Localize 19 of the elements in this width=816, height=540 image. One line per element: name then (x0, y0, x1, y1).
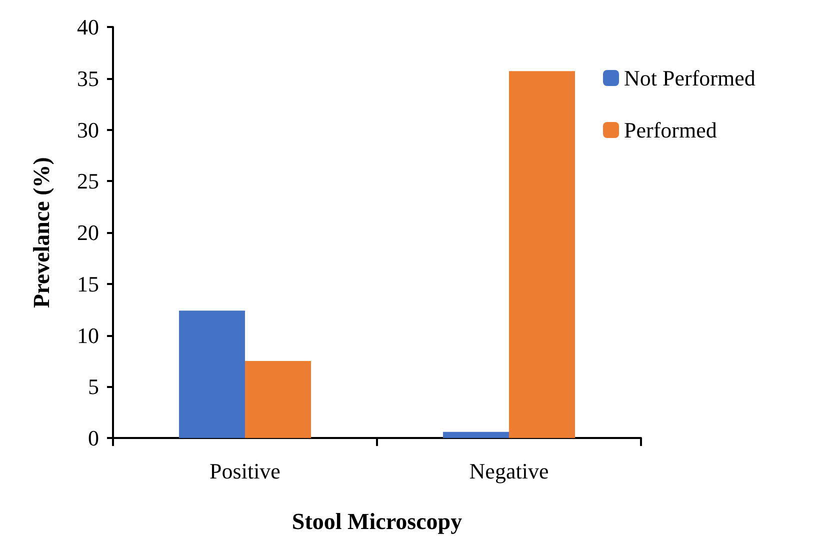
bar (443, 432, 509, 438)
y-tick-label: 40 (77, 14, 99, 40)
y-tick-label: 20 (77, 220, 99, 245)
y-tick-label: 10 (77, 322, 99, 348)
y-tick-label: 15 (77, 271, 99, 296)
y-tick-label: 5 (88, 374, 99, 400)
bar (179, 310, 245, 438)
y-tick-label: 25 (77, 168, 99, 194)
legend-label: Performed (624, 118, 717, 142)
legend-label: Not Performed (624, 66, 756, 90)
y-axis-title: Prevelance (%) (29, 157, 54, 308)
x-tick-label: Positive (210, 458, 280, 484)
x-axis-title: Stool Microscopy (292, 509, 463, 534)
y-tick-label: 30 (77, 117, 99, 142)
x-tick-label: Negative (469, 458, 549, 484)
bar (509, 71, 575, 438)
bar (245, 360, 311, 438)
y-tick-label: 35 (77, 66, 99, 91)
y-tick-label: 0 (88, 426, 99, 450)
